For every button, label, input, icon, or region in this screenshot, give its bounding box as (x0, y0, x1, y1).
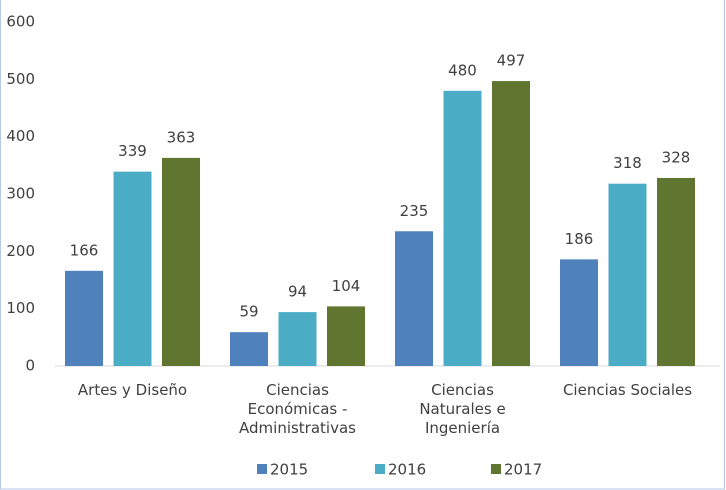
bar (113, 171, 152, 366)
x-tick-label: Artes y Diseño (77, 381, 188, 399)
y-tick-label: 400 (6, 127, 35, 145)
legend-swatch (491, 464, 501, 474)
y-tick-label: 500 (6, 70, 35, 88)
data-label: 363 (167, 128, 196, 146)
x-tick-label: Ciencias Naturales e Ingeniería (419, 381, 506, 437)
data-label: 339 (118, 142, 147, 160)
data-label: 59 (239, 303, 258, 321)
y-tick-label: 200 (6, 242, 35, 260)
bar (657, 177, 695, 366)
legend-label: 2016 (388, 461, 426, 479)
data-label: 104 (332, 277, 361, 295)
bar (327, 306, 365, 366)
data-label: 94 (288, 283, 307, 301)
bar (443, 90, 482, 367)
data-label: 166 (70, 241, 99, 259)
bar (65, 270, 103, 366)
bar (608, 183, 647, 366)
data-label: 328 (662, 148, 691, 166)
legend-swatch (375, 464, 385, 474)
bar (395, 231, 433, 366)
bar (162, 157, 200, 366)
data-label: 480 (448, 61, 477, 79)
y-tick-label: 600 (6, 13, 35, 31)
y-tick-label: 0 (25, 357, 35, 375)
bar (278, 312, 317, 366)
bar (230, 332, 268, 366)
data-label: 497 (497, 52, 526, 70)
x-tick-label: Ciencias Sociales (562, 381, 693, 399)
data-label: 318 (613, 154, 642, 172)
y-tick-label: 100 (6, 299, 35, 317)
legend-label: 2015 (270, 461, 308, 479)
bar (560, 259, 598, 366)
legend-label: 2017 (504, 461, 542, 479)
legend-swatch (257, 464, 267, 474)
y-tick-label: 300 (6, 185, 35, 203)
data-label: 235 (400, 202, 429, 220)
bar (492, 81, 530, 366)
x-tick-label: Ciencias Económicas - Administrativas (239, 381, 356, 437)
data-label: 186 (565, 230, 594, 248)
